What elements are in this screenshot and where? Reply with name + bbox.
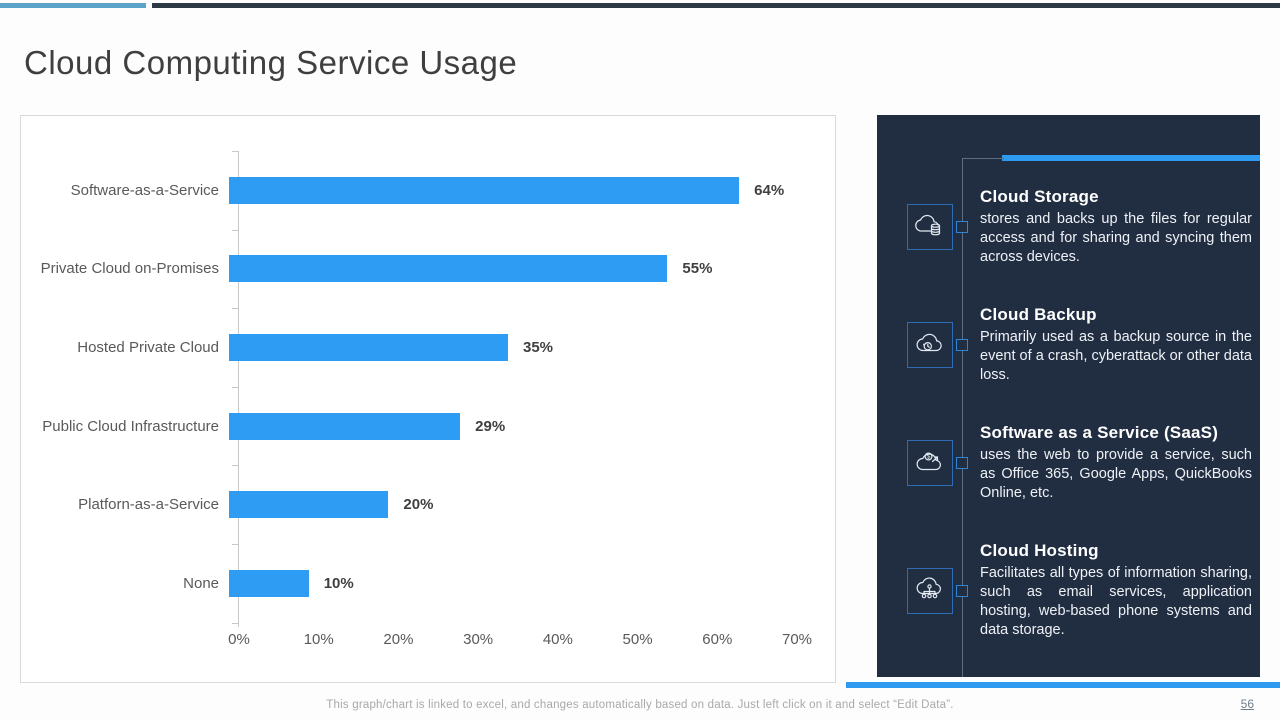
connector-node (956, 339, 968, 351)
top-accent-blue (0, 3, 146, 8)
data-label: 29% (475, 417, 506, 435)
footer-note: This graph/chart is linked to excel, and… (326, 699, 954, 711)
cloud-backup-icon (916, 333, 942, 352)
data-label: 64% (754, 181, 785, 199)
category-label: Platforn-as-a-Service (78, 496, 219, 514)
panel-item: Cloud Backup Primarily used as a backup s… (877, 305, 1260, 385)
connector-horizontal-line (962, 158, 1004, 159)
panel-top-accent (1002, 155, 1260, 161)
axis-tick (232, 308, 239, 310)
axis-tick (232, 151, 239, 152)
page-title: Cloud Computing Service Usage (24, 44, 518, 82)
cloud-services-panel: Cloud Storage stores and backs up the fil… (877, 115, 1260, 677)
panel-item-text: Cloud Storage stores and backs up the fil… (980, 187, 1252, 267)
axis-tick (232, 544, 239, 545)
category-label: Public Cloud Infrastructure (42, 417, 219, 435)
saas-icon-box: $ (907, 440, 953, 486)
data-label: 20% (403, 496, 434, 514)
cloud-hosting-icon-box (907, 567, 953, 614)
panel-item-description: uses the web to provide a service, such … (980, 447, 1252, 501)
chart-row: None 10% (21, 544, 813, 623)
panel-item-description: stores and backs up the files for regula… (980, 211, 1252, 265)
panel-item: Cloud Hosting Facilitates all types of in… (877, 541, 1260, 640)
bar[interactable] (229, 333, 508, 361)
bar[interactable] (229, 491, 389, 519)
bar[interactable] (229, 569, 309, 597)
bar[interactable] (229, 255, 668, 283)
cloud-backup-icon-box (907, 322, 953, 368)
x-tick-label: 70% (781, 631, 813, 648)
panel-item-text: Software as a Service (SaaS) uses the web… (980, 423, 1252, 503)
value-axis: 0% 10% 20% 30% 40% 50% 60% 70% (21, 631, 835, 653)
top-accent-dark (152, 3, 1280, 8)
bar-chart[interactable]: Software-as-a-Service 64% Private Cloud on… (20, 115, 836, 683)
panel-item-title: Cloud Hosting (980, 541, 1099, 560)
connector-node (956, 584, 968, 597)
svg-text:$: $ (927, 454, 931, 461)
category-axis-line (238, 151, 239, 627)
axis-tick (232, 622, 239, 624)
connector-node (956, 221, 968, 233)
chart-row: Software-as-a-Service 64% (21, 151, 813, 230)
bar-area: 35% (229, 308, 787, 387)
x-tick-label: 0% (228, 631, 250, 648)
page-number[interactable]: 56 (1240, 697, 1254, 711)
x-tick-label: 20% (383, 631, 414, 648)
panel-item-text: Cloud Backup Primarily used as a backup s… (980, 305, 1252, 385)
panel-item-title: Software as a Service (SaaS) (980, 423, 1219, 442)
axis-tick (232, 229, 239, 231)
x-tick-label: 10% (303, 631, 334, 648)
panel-item-title: Cloud Backup (980, 305, 1097, 324)
bar-area: 64% (229, 151, 787, 230)
data-label: 35% (523, 338, 554, 356)
chart-row: Hosted Private Cloud 35% (21, 308, 813, 387)
bar-area: 29% (229, 387, 787, 466)
panel-item-title: Cloud Storage (980, 187, 1099, 206)
category-label: None (183, 574, 219, 592)
bar-area: 10% (229, 544, 787, 623)
connector-node (956, 457, 968, 469)
bar[interactable] (229, 176, 740, 204)
data-label: 10% (323, 574, 354, 592)
saas-icon: $ (916, 452, 941, 471)
cloud-storage-icon (915, 214, 941, 236)
category-label: Private Cloud on-Promises (40, 260, 219, 278)
x-tick-label: 30% (463, 631, 494, 648)
x-tick-label: 60% (702, 631, 733, 648)
panel-item: $ Software as a Service (SaaS) uses the w… (877, 423, 1260, 503)
chart-row: Platforn-as-a-Service 20% (21, 465, 813, 544)
cloud-storage-icon-box (907, 204, 953, 250)
axis-tick (232, 386, 239, 388)
axis-tick (232, 465, 239, 467)
connector-vertical-line (962, 158, 963, 677)
bottom-accent-bar (846, 682, 1280, 688)
panel-item-description: Facilitates all types of information sha… (980, 565, 1252, 638)
chart-row: Private Cloud on-Promises 55% (21, 230, 813, 309)
panel-item-text: Cloud Hosting Facilitates all types of in… (980, 541, 1252, 640)
panel-item-description: Primarily used as a backup source in the… (980, 329, 1252, 383)
category-label: Hosted Private Cloud (77, 338, 219, 356)
chart-plot: Software-as-a-Service 64% Private Cloud on… (21, 151, 813, 627)
bar[interactable] (229, 412, 461, 440)
x-tick-label: 40% (542, 631, 573, 648)
bar-area: 55% (229, 230, 787, 309)
chart-row: Public Cloud Infrastructure 29% (21, 387, 813, 466)
data-label: 55% (682, 260, 713, 278)
x-tick-label: 50% (622, 631, 653, 648)
bar-area: 20% (229, 465, 787, 544)
panel-item: Cloud Storage stores and backs up the fil… (877, 187, 1260, 267)
cloud-hosting-icon (916, 576, 941, 598)
category-label: Software-as-a-Service (70, 181, 219, 199)
